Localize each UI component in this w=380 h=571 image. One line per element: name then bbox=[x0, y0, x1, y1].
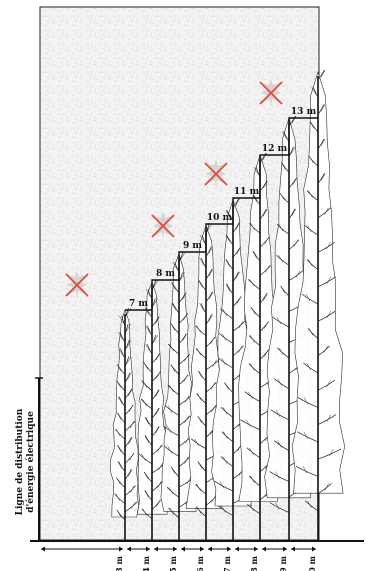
distance-scale: 3 m 4 m 5 m 6 m 7 m 8 m 9 m 0 m bbox=[41, 546, 317, 571]
power-line-label-line1: Ligne de distribution bbox=[15, 408, 25, 515]
distance-label: 9 m bbox=[278, 555, 288, 571]
height-label: 10 m bbox=[207, 213, 233, 223]
distance-label: 6 m bbox=[195, 555, 205, 571]
distance-label: 7 m bbox=[222, 555, 232, 571]
cut-marker-2 bbox=[151, 212, 175, 240]
height-label: 12 m bbox=[262, 144, 288, 154]
tree-8 bbox=[291, 69, 346, 540]
distance-label: 3 m bbox=[114, 555, 124, 571]
power-line-pole bbox=[35, 377, 43, 540]
power-line-label-line2: d'énergie électrique bbox=[25, 411, 36, 513]
cut-marker-1 bbox=[65, 271, 89, 299]
distance-label: 0 m bbox=[307, 555, 317, 571]
height-labels: 7 m 8 m 9 m 10 m 11 m 12 m 13 m bbox=[129, 107, 317, 309]
tree-1 bbox=[109, 307, 140, 540]
cut-markers bbox=[65, 79, 283, 299]
height-label: 11 m bbox=[234, 187, 260, 197]
power-line-label: Ligne de distribution d'énergie électriq… bbox=[15, 408, 36, 515]
distance-label: 8 m bbox=[249, 555, 259, 571]
cut-marker-4 bbox=[259, 79, 283, 107]
height-label: 13 m bbox=[291, 107, 317, 117]
clearance-step-line bbox=[125, 117, 318, 311]
distance-label: 5 m bbox=[168, 555, 178, 571]
height-label: 8 m bbox=[156, 269, 175, 279]
distance-label: 4 m bbox=[141, 555, 151, 571]
cut-marker-3 bbox=[204, 160, 228, 188]
tree-row bbox=[109, 69, 346, 540]
height-label: 9 m bbox=[183, 241, 202, 251]
height-label: 7 m bbox=[129, 299, 148, 309]
